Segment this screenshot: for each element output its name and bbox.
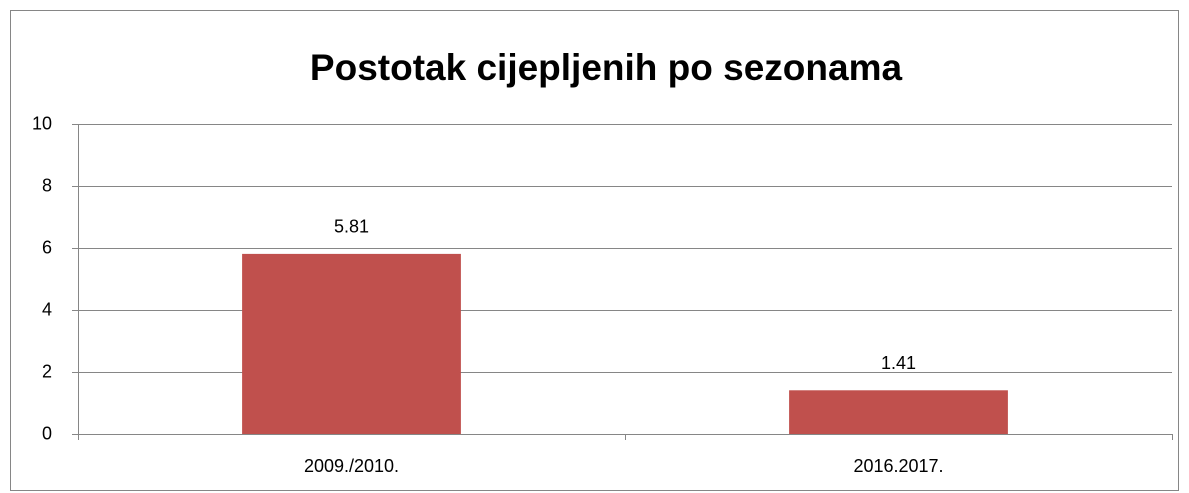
y-tick-label: 4 (42, 299, 52, 319)
x-tick-label: 2016.2017. (853, 456, 943, 476)
data-label: 1.41 (881, 353, 916, 373)
chart-title: Postotak cijepljenih po sezonama (310, 47, 903, 88)
bar (242, 253, 461, 434)
y-tick-label: 2 (42, 361, 52, 381)
x-tick-label: 2009./2010. (304, 456, 399, 476)
data-label: 5.81 (334, 217, 369, 237)
y-tick-label: 10 (32, 113, 52, 133)
y-tick-label: 6 (42, 237, 52, 257)
bar (789, 390, 1008, 434)
y-tick-label: 8 (42, 175, 52, 195)
y-tick-label: 0 (42, 423, 52, 443)
